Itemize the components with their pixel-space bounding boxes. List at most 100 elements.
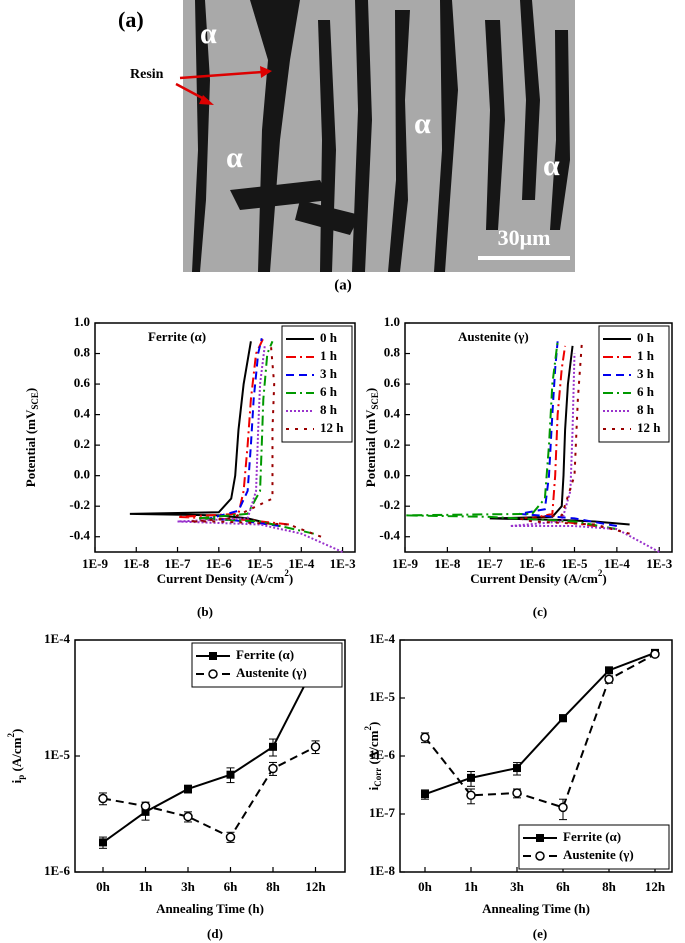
series-line <box>424 653 656 809</box>
legend-label: 3 h <box>320 366 338 381</box>
legend-marker <box>209 652 217 660</box>
x-tick-label: 0h <box>96 879 111 894</box>
arrowhead <box>260 66 272 78</box>
point <box>225 832 236 842</box>
x-tick-label: 1E-6 <box>206 556 233 571</box>
x-tick-label: 12h <box>305 879 326 894</box>
series-line <box>102 745 316 839</box>
x-tick-label: 8h <box>602 879 617 894</box>
y-tick-label: 1E-6 <box>369 747 396 762</box>
series-line <box>424 651 656 796</box>
series-line <box>519 341 630 535</box>
point <box>226 770 235 779</box>
point <box>559 714 567 723</box>
point <box>466 790 476 801</box>
x-tick-label: 1E-4 <box>604 556 631 571</box>
legend-label: 6 h <box>320 384 338 399</box>
y-axis-label-part: (A/cm <box>366 730 381 767</box>
y-axis-label: Potential (mVSCE) <box>363 388 380 487</box>
x-tick-label: 6h <box>224 879 239 894</box>
legend-label: 0 h <box>320 330 338 345</box>
point <box>420 732 430 743</box>
y-axis-label-part: ) <box>9 729 24 733</box>
y-axis-label-part: Potential (mV <box>23 409 38 487</box>
y-axis-label-part: ) <box>23 388 38 392</box>
x-axis-label: Current Density (A/cm2) <box>157 568 293 586</box>
point <box>269 742 277 751</box>
y-tick-label: 0.0 <box>384 467 400 482</box>
point <box>467 773 475 782</box>
y-tick-label: -0.4 <box>379 528 400 543</box>
arrowhead <box>199 95 214 105</box>
point <box>183 811 193 822</box>
y-axis-label-part: 2 <box>363 726 373 731</box>
x-tick-label: 1E-5 <box>247 556 274 571</box>
y-axis-label: Potential (mVSCE) <box>23 388 40 487</box>
y-tick-label: 0.8 <box>74 345 91 360</box>
scale-bar-label: 30μm <box>498 225 551 250</box>
phase-label: α <box>414 107 431 140</box>
y-axis-label-part: SCE <box>370 392 380 410</box>
phase-label: α <box>543 149 560 182</box>
legend-label: 8 h <box>320 402 338 417</box>
series-line <box>489 345 630 526</box>
legend-box <box>281 325 353 443</box>
plot-frame <box>94 322 356 553</box>
y-axis-label-part: i <box>9 779 24 783</box>
y-tick-label: 1.0 <box>384 314 400 329</box>
y-tick-label: 0.0 <box>74 467 90 482</box>
x-tick-label: 12h <box>645 879 666 894</box>
legend-label: 12 h <box>320 420 344 435</box>
y-tick-label: 0.4 <box>384 406 401 421</box>
x-axis-label: Current Density (A/cm2) <box>470 568 606 586</box>
point <box>140 801 151 811</box>
y-tick-label: -0.2 <box>69 497 90 512</box>
legend-label: 12 h <box>637 420 661 435</box>
arrow <box>179 70 263 80</box>
y-tick-label: -0.4 <box>69 528 90 543</box>
annotation: Resin <box>130 67 164 82</box>
x-tick-label: 1E-8 <box>123 556 150 571</box>
point <box>268 763 278 774</box>
legend-label: Austenite (γ) <box>236 665 307 680</box>
point <box>99 838 107 847</box>
point <box>421 790 429 799</box>
x-tick-label: 1h <box>139 879 154 894</box>
point <box>650 649 660 659</box>
legend-label: Ferrite (α) <box>563 829 621 844</box>
legend-label: Ferrite (α) <box>236 647 294 662</box>
y-axis-label: iCorr (A/cm2) <box>363 722 383 791</box>
point <box>605 666 613 675</box>
x-tick-label: 1E-3 <box>330 556 357 571</box>
legend-label: 8 h <box>637 402 655 417</box>
y-tick-label: 1E-5 <box>44 747 71 762</box>
y-tick-label: 1E-7 <box>369 805 396 820</box>
series-line <box>404 341 618 531</box>
phase-label: α <box>200 17 217 50</box>
x-axis-label: Annealing Time (h) <box>482 901 590 916</box>
y-tick-label: 0.2 <box>384 436 400 451</box>
legend-marker <box>535 851 545 861</box>
y-tick-label: 0.4 <box>74 406 91 421</box>
y-tick-label: 1E-6 <box>44 863 71 878</box>
x-axis-label-part: 2 <box>598 568 603 578</box>
y-tick-label: 1E-4 <box>369 631 396 646</box>
series-line <box>519 341 618 528</box>
micrograph: (a) Resin α α α α 30μm (a) <box>118 0 575 293</box>
micrograph-image <box>183 0 575 272</box>
arrow <box>175 82 207 102</box>
legend-label: 1 h <box>637 348 655 363</box>
point <box>141 807 150 816</box>
series-line <box>509 353 660 553</box>
caption: (d) <box>207 926 223 941</box>
legend-label: 6 h <box>637 384 655 399</box>
point <box>512 788 522 798</box>
chart-title: Austenite (γ) <box>458 329 529 344</box>
panel-label: (a) <box>118 7 144 32</box>
legend-marker <box>208 669 218 679</box>
caption: (b) <box>197 604 213 619</box>
x-tick-label: 1E-4 <box>288 556 315 571</box>
y-axis-label-part: SCE <box>30 392 40 410</box>
y-tick-label: -0.2 <box>379 497 400 512</box>
